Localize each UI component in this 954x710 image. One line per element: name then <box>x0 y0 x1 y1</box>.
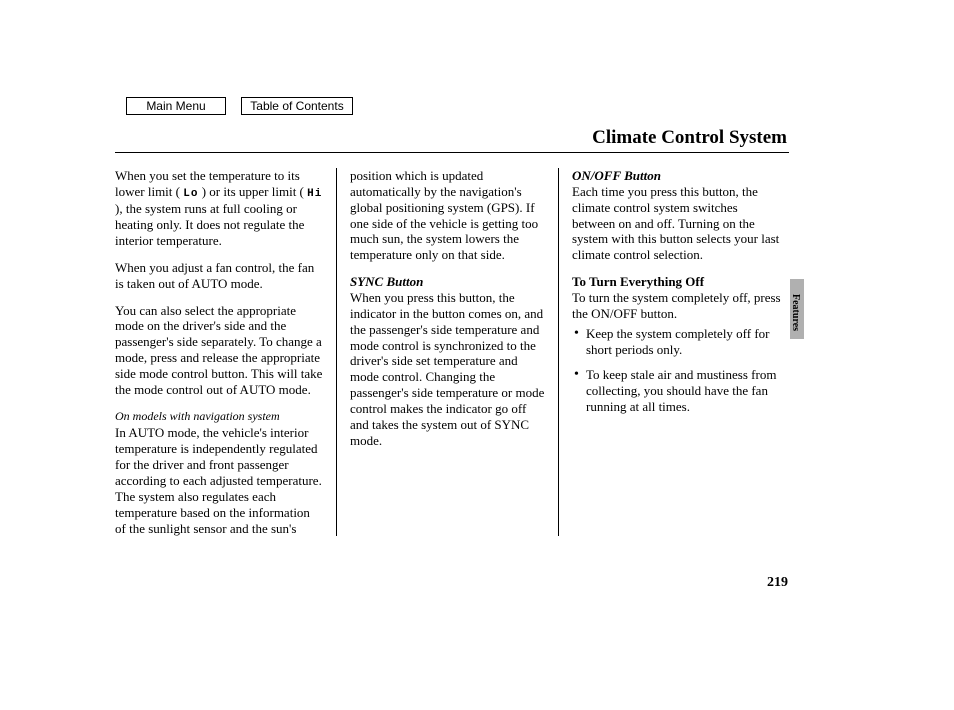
text: ) or its upper limit ( <box>202 184 304 199</box>
content-columns: When you set the temperature to its lowe… <box>115 168 783 536</box>
col3-para-1: ON/OFF Button Each time you press this b… <box>572 168 781 263</box>
col3-para-2: To Turn Everything Off To turn the syste… <box>572 274 781 322</box>
col2-para-2: SYNC Button When you press this button, … <box>350 274 545 448</box>
col2-para-1: position which is updated automatically … <box>350 168 545 263</box>
turn-off-heading: To Turn Everything Off <box>572 274 704 289</box>
text: ), the system runs at full cooling or he… <box>115 201 304 248</box>
sync-button-heading: SYNC Button <box>350 274 423 289</box>
col1-para-2: When you adjust a fan control, the fan i… <box>115 260 323 292</box>
bullet-item: To keep stale air and mustiness from col… <box>572 367 781 415</box>
nav-button-row: Main Menu Table of Contents <box>126 97 353 115</box>
manual-page: Main Menu Table of Contents Climate Cont… <box>0 0 954 710</box>
onoff-button-heading: ON/OFF Button <box>572 168 661 183</box>
section-tab-label: Features <box>790 294 801 331</box>
lo-glyph: Lo <box>183 188 198 200</box>
text: To turn the system completely off, press… <box>572 290 781 321</box>
hi-glyph: Hi <box>307 188 322 200</box>
col1-para-3: You can also select the appropriate mode… <box>115 303 323 398</box>
main-menu-button[interactable]: Main Menu <box>126 97 226 115</box>
col1-para-4: In AUTO mode, the vehicle's interior tem… <box>115 425 323 536</box>
text: Each time you press this button, the cli… <box>572 184 779 262</box>
column-3: ON/OFF Button Each time you press this b… <box>559 168 781 536</box>
page-number: 219 <box>767 575 788 591</box>
text: When you press this button, the indicato… <box>350 290 544 448</box>
page-title: Climate Control System <box>592 127 787 149</box>
column-1: When you set the temperature to its lowe… <box>115 168 337 536</box>
column-2: position which is updated automatically … <box>337 168 559 536</box>
col1-note: On models with navigation system <box>115 409 323 424</box>
col1-para-1: When you set the temperature to its lowe… <box>115 168 323 249</box>
title-rule <box>115 152 789 153</box>
bullet-item: Keep the system completely off for short… <box>572 326 781 358</box>
bullet-list: Keep the system completely off for short… <box>572 326 781 415</box>
table-of-contents-button[interactable]: Table of Contents <box>241 97 353 115</box>
